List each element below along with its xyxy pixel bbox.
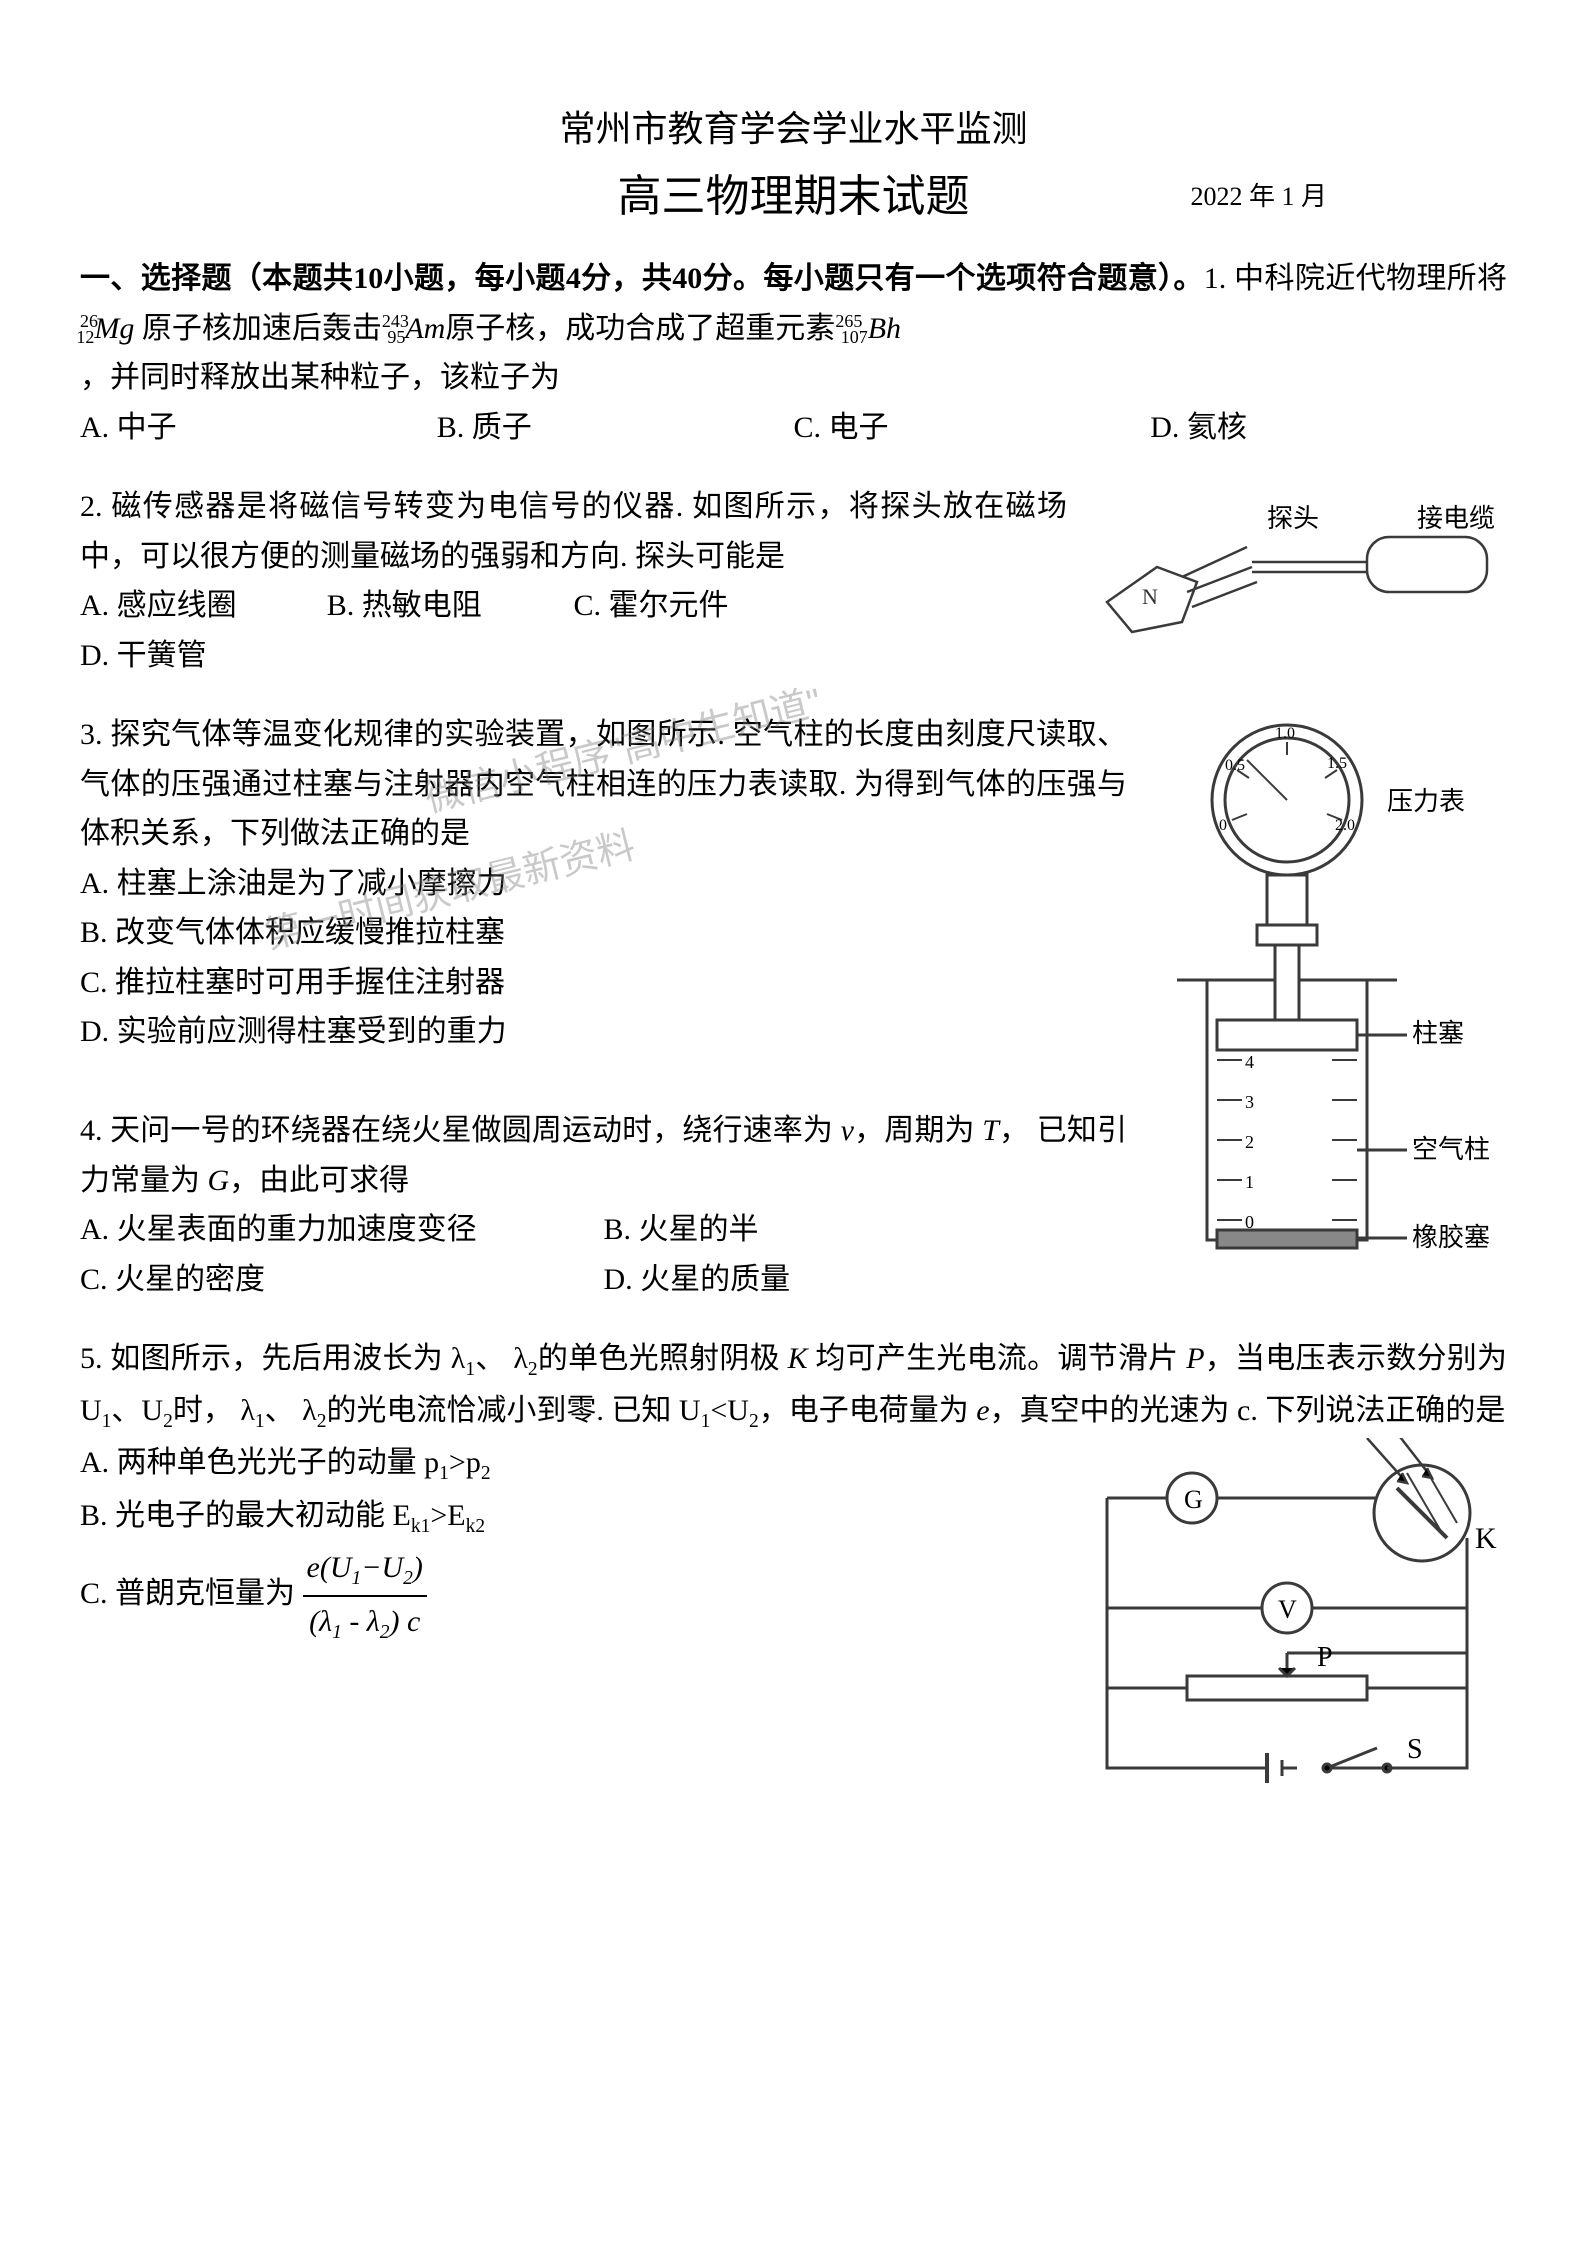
svg-text:1: 1 (1245, 1172, 1254, 1192)
q4-optB: B. 火星的半 (604, 1205, 1128, 1255)
q4-optA: A. 火星表面的重力加速度变径 (80, 1205, 604, 1255)
q2-optA: A. 感应线圈 (80, 581, 327, 631)
q3-optA: A. 柱塞上涂油是为了减小摩擦力 (80, 859, 1127, 909)
q3-optB: B. 改变气体体积应缓慢推拉柱塞 (80, 908, 1127, 958)
svg-text:空气柱: 空气柱 (1412, 1135, 1490, 1164)
svg-text:V: V (1278, 1595, 1297, 1624)
institution-title: 常州市教育学会学业水平监测 (80, 100, 1507, 152)
q3-stem: 3. 探究气体等温变化规律的实验装置，如图所示. 空气柱的长度由刻度尺读取、气体… (80, 710, 1127, 859)
q1-optA: A. 中子 (80, 403, 437, 453)
section-one-intro: 一、选择题（本题共10小题，每小题4分，共40分。每小题只有一个选项符合题意）。… (80, 254, 1507, 452)
q2-optC: C. 霍尔元件 (574, 581, 821, 631)
q1-options: A. 中子 B. 质子 C. 电子 D. 氦核 (80, 403, 1507, 453)
q1-optB: B. 质子 (437, 403, 794, 453)
question-2: 2. 磁传感器是将磁信号转变为电信号的仪器. 如图所示，将探头放在磁场中，可以很… (80, 482, 1507, 680)
question-5: 5. 如图所示，先后用波长为 λ1、 λ2的单色光照射阴极 K 均可产生光电流。… (80, 1334, 1507, 1788)
svg-text:2: 2 (1245, 1132, 1254, 1152)
q2-optB: B. 热敏电阻 (327, 581, 574, 631)
svg-text:4: 4 (1245, 1052, 1254, 1072)
q1-optD: D. 氦核 (1150, 403, 1507, 453)
svg-text:压力表: 压力表 (1387, 787, 1465, 816)
svg-text:1.0: 1.0 (1275, 725, 1295, 742)
q4-optD: D. 火星的质量 (604, 1255, 1128, 1305)
svg-text:S: S (1407, 1734, 1423, 1765)
svg-text:1.5: 1.5 (1327, 755, 1347, 772)
svg-text:橡胶塞: 橡胶塞 (1412, 1223, 1490, 1252)
svg-text:探头: 探头 (1267, 504, 1319, 533)
svg-text:P: P (1317, 1642, 1333, 1673)
q2-stem: 2. 磁传感器是将磁信号转变为电信号的仪器. 如图所示，将探头放在磁场中，可以很… (80, 482, 1067, 581)
q3-figure: 0 0.5 1.0 1.5 2.0 压力表 (1147, 710, 1507, 1270)
exam-header: 常州市教育学会学业水平监测 高三物理期末试题 2022 年 1 月 (80, 100, 1507, 224)
q2-figure: N 探头 接电缆 (1087, 482, 1507, 652)
svg-text:0: 0 (1219, 817, 1227, 834)
q3-optD: D. 实验前应测得柱塞受到的重力 (80, 1007, 1127, 1057)
question-3-4: 3. 探究气体等温变化规律的实验装置，如图所示. 空气柱的长度由刻度尺读取、气体… (80, 710, 1507, 1304)
q5-figure: G K V (1067, 1438, 1507, 1788)
svg-text:柱塞: 柱塞 (1412, 1019, 1464, 1048)
section-label: 一、选择题（本题共 (80, 262, 353, 295)
svg-text:接电缆: 接电缆 (1417, 504, 1495, 533)
svg-text:3: 3 (1245, 1092, 1254, 1112)
exam-date: 2022 年 1 月 (1190, 176, 1327, 213)
q3-optC: C. 推拉柱塞时可用手握住注射器 (80, 958, 1127, 1008)
q1-stem-a: 1. 中科院近代物理所将 (1204, 262, 1507, 295)
svg-text:N: N (1142, 584, 1158, 609)
q4-optC: C. 火星的密度 (80, 1255, 604, 1305)
q1-optC: C. 电子 (794, 403, 1151, 453)
svg-text:G: G (1184, 1485, 1203, 1514)
svg-text:K: K (1475, 1522, 1497, 1555)
svg-text:0.5: 0.5 (1225, 757, 1245, 774)
exam-title: 高三物理期末试题 (618, 160, 970, 224)
q2-optD (407, 631, 1067, 681)
svg-text:2.0: 2.0 (1335, 817, 1355, 834)
